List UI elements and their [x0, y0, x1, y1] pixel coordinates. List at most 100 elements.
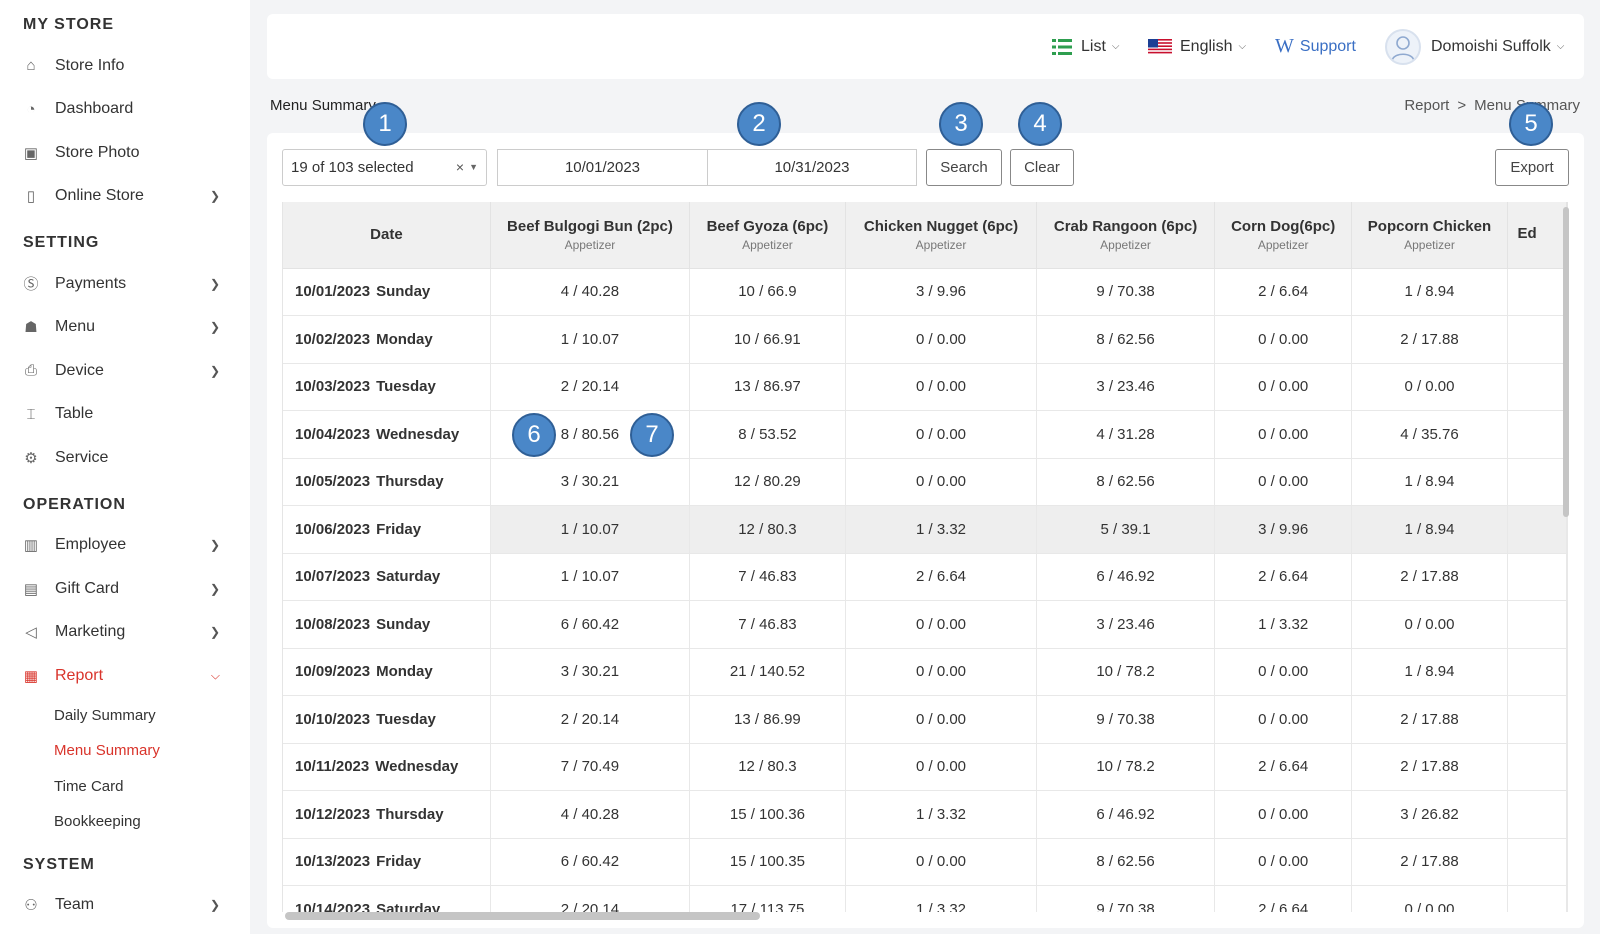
chevron-down-icon: ⌵	[1238, 41, 1247, 52]
column-header[interactable]: Crab Rangoon (6pc) Appetizer	[1036, 202, 1215, 269]
view-mode-dropdown[interactable]: List ⌵	[1052, 14, 1120, 79]
table-row[interactable]: 10/02/2023 Monday 1 / 10.07 10 / 66.91 0 / 0…	[283, 315, 1568, 364]
sidebar-item-service[interactable]: ⚙ Service	[0, 436, 250, 480]
sidebar-item-store-photo[interactable]: ▣ Store Photo	[0, 131, 250, 175]
date-value: 10/10/2023	[295, 710, 371, 728]
sidebar-item-dashboard[interactable]: ◔ Dashboard	[0, 88, 250, 132]
sidebar-item-table[interactable]: ⌶ Table	[0, 393, 250, 437]
start-date-input[interactable]	[498, 150, 707, 185]
chevron-down-icon[interactable]: ⌵	[210, 668, 220, 683]
column-header[interactable]: Beef Bulgogi Bun (2pc) Appetizer	[490, 202, 690, 269]
chevron-right-icon[interactable]: ❯	[209, 625, 220, 640]
sidebar-subitem-time-card[interactable]: Time Card	[54, 777, 124, 795]
vertical-scrollbar[interactable]	[1563, 207, 1569, 517]
filler-cell	[1566, 648, 1568, 696]
list-icon	[1052, 38, 1072, 56]
date-value: 10/06/2023	[295, 520, 371, 538]
gift-card-icon: ▤	[23, 580, 39, 598]
qty-amount-cell: 8 / 62.56	[1036, 315, 1215, 364]
table-row[interactable]: 10/07/2023 Saturday 1 / 10.07 7 / 46.83 2 / …	[283, 553, 1568, 601]
chevron-right-icon[interactable]: ❯	[209, 538, 220, 553]
qty-amount-cell: 3 / 30.21	[490, 458, 690, 506]
sidebar-subitem-daily-summary[interactable]: Daily Summary	[54, 706, 156, 724]
column-header[interactable]: Chicken Nugget (6pc) Appetizer	[845, 202, 1038, 269]
language-dropdown[interactable]: English ⌵	[1148, 14, 1246, 79]
qty-amount-cell: 1 / 10.07	[490, 505, 690, 554]
qty-amount-cell: 2 / 17.88	[1351, 315, 1508, 364]
sidebar-item-store-info[interactable]: ⌂ Store Info	[0, 44, 250, 88]
filler-cell	[1566, 505, 1568, 554]
table-row[interactable]: 10/09/2023 Monday 3 / 30.21 21 / 140.52 0 / …	[283, 648, 1568, 696]
table-row[interactable]: 10/10/2023 Tuesday 2 / 20.14 13 / 86.99 0 / …	[283, 695, 1568, 744]
sidebar-item-menu[interactable]: ☗ Menu ❯	[0, 306, 250, 350]
sidebar-item-team[interactable]: ⚇ Team ❯	[0, 884, 250, 928]
filler-cell	[1566, 695, 1568, 744]
sidebar-subitem-menu-summary[interactable]: Menu Summary	[54, 742, 160, 759]
clear-button[interactable]: Clear	[1010, 149, 1074, 186]
export-button[interactable]: Export	[1495, 149, 1569, 186]
us-flag-icon	[1148, 38, 1172, 55]
chevron-right-icon[interactable]: ❯	[209, 320, 220, 335]
search-button[interactable]: Search	[926, 149, 1002, 186]
column-header[interactable]: Beef Gyoza (6pc) Appetizer	[689, 202, 846, 269]
qty-amount-cell: 0 / 0.00	[1214, 410, 1353, 459]
date-value: 10/04/2023	[295, 425, 371, 443]
column-header-date[interactable]: Date	[283, 202, 491, 269]
sidebar-item-report[interactable]: ▦ Report ⌵	[0, 654, 250, 698]
qty-amount-cell: 3 / 9.96	[1214, 505, 1353, 554]
user-menu[interactable]: Domoishi Suffolk ⌵	[1385, 14, 1564, 79]
qty-amount-cell: 0 / 0.00	[845, 743, 1038, 791]
table-row[interactable]: 10/05/2023 Thursday 3 / 30.21 12 / 80.29 0 /…	[283, 458, 1568, 506]
sidebar-item-employee[interactable]: ▥ Employee ❯	[0, 524, 250, 568]
chevron-right-icon[interactable]: ❯	[209, 898, 220, 913]
qty-amount-cell	[1507, 743, 1568, 791]
sidebar-item-marketing[interactable]: ◁ Marketing ❯	[0, 611, 250, 655]
chevron-right-icon[interactable]: ❯	[209, 189, 220, 204]
chevron-right-icon[interactable]: ❯	[209, 363, 220, 378]
table-row[interactable]: 10/11/2023 Wednesday 7 / 70.49 12 / 80.3 0 /…	[283, 743, 1568, 791]
support-link[interactable]: W Support	[1275, 14, 1356, 79]
sidebar-item-label: Team	[55, 896, 95, 914]
sidebar-item-payments[interactable]: Ⓢ Payments ❯	[0, 262, 250, 306]
column-header[interactable]: Ed	[1507, 202, 1568, 269]
column-header-name: Chicken Nugget (6pc)	[863, 217, 1019, 235]
sidebar-item-online-store[interactable]: ▯ Online Store ❯	[0, 175, 250, 219]
sidebar-subitem-bookkeeping[interactable]: Bookkeeping	[54, 813, 141, 830]
date-range-picker[interactable]	[497, 149, 917, 186]
table-row[interactable]: 10/14/2023 Saturday 2 / 20.14 17 / 113.75 1 …	[283, 885, 1568, 912]
end-date-input[interactable]	[707, 150, 916, 185]
filler-cell	[1566, 790, 1568, 839]
qty-amount-cell: 2 / 6.64	[1214, 268, 1353, 316]
report-icon: ▦	[23, 667, 39, 685]
table-row[interactable]: 10/03/2023 Tuesday 2 / 20.14 13 / 86.97 0 / …	[283, 363, 1568, 411]
menu-item-multiselect[interactable]: 19 of 103 selected × ▼	[282, 149, 487, 186]
table-row[interactable]: 10/12/2023 Thursday 4 / 40.28 15 / 100.36 1 …	[283, 790, 1568, 839]
qty-amount-cell: 1 / 3.32	[845, 505, 1038, 554]
chevron-right-icon[interactable]: ❯	[209, 276, 220, 291]
table-row[interactable]: 10/13/2023 Friday 6 / 60.42 15 / 100.35 0 / …	[283, 838, 1568, 886]
column-header-name: Beef Gyoza (6pc)	[706, 217, 829, 235]
chevron-right-icon[interactable]: ❯	[209, 581, 220, 596]
sidebar-item-device[interactable]: ⎙ Device ❯	[0, 349, 250, 393]
badge-icon: ▥	[23, 537, 39, 555]
horizontal-scrollbar[interactable]	[285, 912, 760, 920]
qty-amount-cell: 0 / 0.00	[1214, 695, 1353, 744]
table-row[interactable]: 10/01/2023 Sunday 4 / 40.28 10 / 66.9 3 / 9.…	[283, 268, 1568, 316]
qty-amount-cell: 17 / 113.75	[689, 885, 846, 912]
menu-summary-table: Date Beef Bulgogi Bun (2pc) Appetizer Beef …	[283, 202, 1568, 912]
caret-down-icon[interactable]: ▼	[469, 162, 478, 172]
qty-amount-cell	[1507, 838, 1568, 886]
qty-amount-cell: 12 / 80.3	[689, 743, 846, 791]
clear-selection-icon[interactable]: ×	[455, 159, 464, 175]
table-row[interactable]: 10/06/2023 Friday 1 / 10.07 12 / 80.3 1 / 3.…	[283, 505, 1568, 554]
column-header[interactable]: Corn Dog(6pc) Appetizer	[1214, 202, 1353, 269]
breadcrumb-report[interactable]: Report	[1404, 97, 1450, 114]
table-row[interactable]: 10/04/2023 Wednesday 8 / 80.56 8 / 53.52 0 /…	[283, 410, 1568, 459]
filler-cell	[1566, 885, 1568, 912]
menu-summary-table-container[interactable]: Date Beef Bulgogi Bun (2pc) Appetizer Beef …	[282, 202, 1568, 912]
sidebar-item-gift-card[interactable]: ▤ Gift Card ❯	[0, 567, 250, 611]
top-bar: List ⌵ English ⌵ W Support Domoishi Suff…	[267, 14, 1584, 79]
sidebar-item-label: Table	[55, 405, 94, 423]
table-row[interactable]: 10/08/2023 Sunday 6 / 60.42 7 / 46.83 0 / 0.…	[283, 600, 1568, 649]
column-header[interactable]: Popcorn Chicken Appetizer	[1351, 202, 1508, 269]
